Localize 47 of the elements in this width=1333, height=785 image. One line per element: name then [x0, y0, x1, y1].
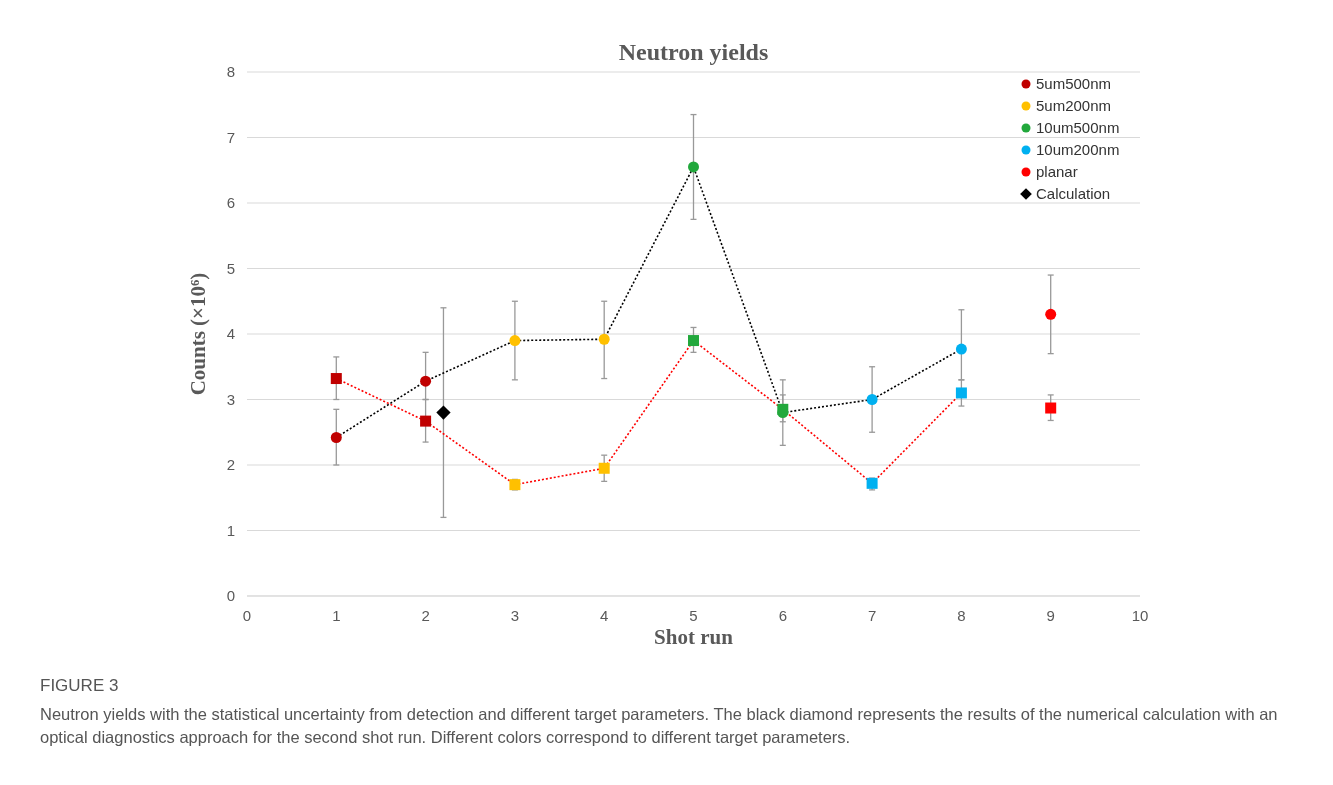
point — [436, 405, 451, 420]
point — [598, 462, 610, 474]
legend-label: Calculation — [1036, 185, 1111, 202]
legend-label: planar — [1036, 163, 1078, 180]
point — [420, 415, 432, 427]
point — [598, 333, 610, 345]
x-tick-label: 1 — [332, 607, 341, 624]
y-tick-label: 8 — [226, 63, 235, 80]
point — [955, 343, 967, 355]
legend-label: 10um200nm — [1036, 141, 1120, 158]
y-tick-label: 1 — [226, 521, 235, 539]
x-tick-label: 4 — [600, 607, 609, 624]
x-axis-title: Shot run — [654, 625, 734, 649]
y-axis-title: Counts (×10⁶) — [186, 272, 210, 396]
point — [866, 394, 878, 405]
legend-label: 5um500nm — [1036, 75, 1112, 92]
point — [330, 373, 342, 385]
caption: FIGURE 3 — [40, 675, 120, 697]
y-tick-label: 3 — [226, 390, 235, 408]
x-tick-label: 6 — [778, 607, 787, 624]
x-tick-label: 5 — [689, 607, 698, 624]
x-tick-label: 3 — [510, 607, 520, 624]
y-tick-label: 6 — [226, 194, 235, 211]
y-tick-label: 4 — [226, 325, 235, 342]
point — [509, 335, 521, 347]
y-tick-label: 0 — [226, 587, 235, 604]
x-tick-label: 0 — [242, 607, 252, 624]
point — [330, 431, 342, 443]
y-tick-label: 2 — [226, 456, 235, 473]
x-tick-label: 2 — [421, 607, 430, 624]
point — [1045, 402, 1057, 414]
point — [1045, 308, 1057, 320]
text: Neutron yields with the statistical uncertainty from detection and different target parameters. The black diamond represents the results of the numerical calculation with an optical diagnostics approach for the second shot run. Different colors correspond to different target parameters. — [40, 704, 1279, 748]
legend-label: 5um200nm — [1036, 97, 1112, 114]
x-tick-label: 7 — [867, 607, 877, 624]
x-tick-label: 10 — [1131, 607, 1149, 624]
point — [777, 403, 789, 415]
legend-label: 10um500nm — [1036, 119, 1120, 136]
point — [955, 387, 967, 399]
chart-title: Neutron yields — [618, 39, 769, 65]
point — [688, 161, 699, 173]
y-tick-label: 7 — [226, 128, 235, 146]
y-tick-label: 5 — [226, 259, 235, 277]
point — [688, 335, 699, 347]
x-tick-label: 9 — [1046, 607, 1055, 624]
x-tick-label: 8 — [957, 607, 966, 624]
point — [420, 375, 432, 387]
